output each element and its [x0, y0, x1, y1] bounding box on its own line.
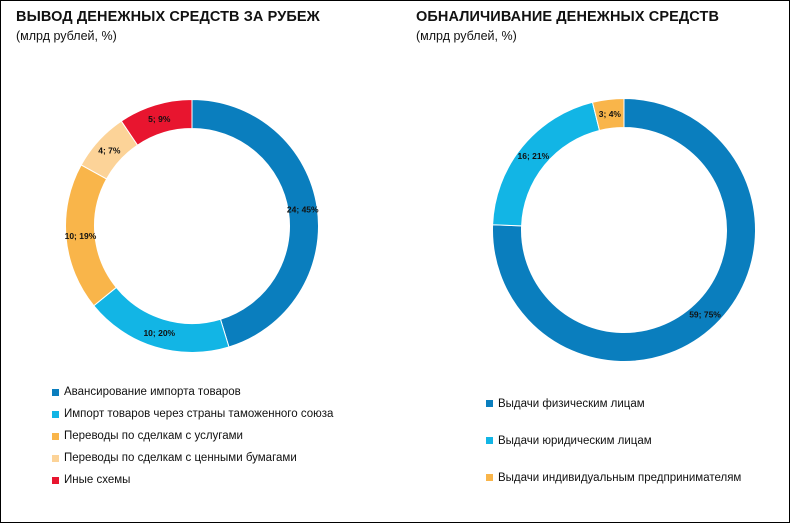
slice-data-label: 5; 9%: [148, 114, 171, 124]
legend-swatch: [52, 454, 59, 462]
donut-slice: [492, 97, 756, 362]
donut-slice: [591, 97, 625, 132]
donut-slice: [191, 98, 319, 348]
legend-swatch: [52, 432, 59, 440]
legend-swatch: [486, 474, 493, 481]
slice-data-label: 3; 4%: [599, 109, 622, 119]
chart-subtitle: (млрд рублей, %): [16, 29, 117, 43]
legend-item: Переводы по сделкам с ценными бумагами: [52, 447, 333, 469]
donut-chart-outflow: 24; 45% 10; 20% 10; 19% 4; 7% 5; 9%: [65, 98, 319, 353]
legend-swatch: [486, 400, 493, 407]
legend-label: Переводы по сделкам с ценными бумагами: [64, 452, 297, 464]
slice-data-label: 24; 45%: [287, 204, 319, 214]
slice-data-label: 59; 75%: [689, 309, 721, 319]
chart-legend: Авансирование импорта товаров Импорт тов…: [52, 381, 333, 491]
slice-data-label: 10; 20%: [143, 328, 175, 338]
legend-item: Выдачи физическим лицам: [486, 385, 741, 422]
slice-data-label: 16; 21%: [518, 151, 550, 161]
legend-item: Выдачи индивидуальным предпринимателям: [486, 459, 741, 496]
legend-item: Иные схемы: [52, 469, 333, 491]
chart-title: ОБНАЛИЧИВАНИЕ ДЕНЕЖНЫХ СРЕДСТВ: [416, 9, 720, 25]
legend-label: Переводы по сделкам с услугами: [64, 430, 243, 442]
legend-item: Импорт товаров через страны таможенного …: [52, 403, 333, 425]
slice-data-label: 4; 7%: [98, 145, 121, 155]
donut-slice: [492, 101, 601, 227]
donut-slice: [93, 286, 230, 353]
legend-item: Переводы по сделкам с услугами: [52, 425, 333, 447]
chart-panel-outflow: 24; 45% 10; 20% 10; 19% 4; 7% 5; 9% ВЫВОД ДЕ…: [0, 0, 396, 523]
legend-item: Авансирование импорта товаров: [52, 381, 333, 403]
legend-label: Импорт товаров через страны таможенного …: [64, 408, 334, 420]
legend-swatch: [52, 410, 59, 418]
slice-data-label: 10; 19%: [65, 231, 97, 241]
chart-title: ВЫВОД ДЕНЕЖНЫХ СРЕДСТВ ЗА РУБЕЖ: [16, 9, 320, 25]
legend-label: Выдачи индивидуальным предпринимателям: [498, 471, 742, 484]
chart-legend: Выдачи физическим лицам Выдачи юридическ…: [486, 385, 741, 496]
donut-chart-cashout: 59; 75% 16; 21% 3; 4%: [492, 97, 756, 362]
legend-label: Выдачи юридическим лицам: [498, 434, 652, 447]
legend-label: Иные схемы: [64, 474, 131, 486]
legend-swatch: [486, 437, 493, 444]
donut-slice: [120, 98, 193, 146]
legend-swatch: [52, 476, 59, 484]
legend-label: Авансирование импорта товаров: [64, 386, 241, 398]
legend-item: Выдачи юридическим лицам: [486, 422, 741, 459]
chart-subtitle: (млрд рублей, %): [416, 29, 517, 43]
legend-label: Выдачи физическим лицам: [498, 397, 645, 410]
legend-swatch: [52, 388, 59, 396]
chart-panel-cashout: 59; 75% 16; 21% 3; 4% ОБНАЛИЧИВАНИЕ ДЕНЕЖН…: [396, 0, 790, 523]
